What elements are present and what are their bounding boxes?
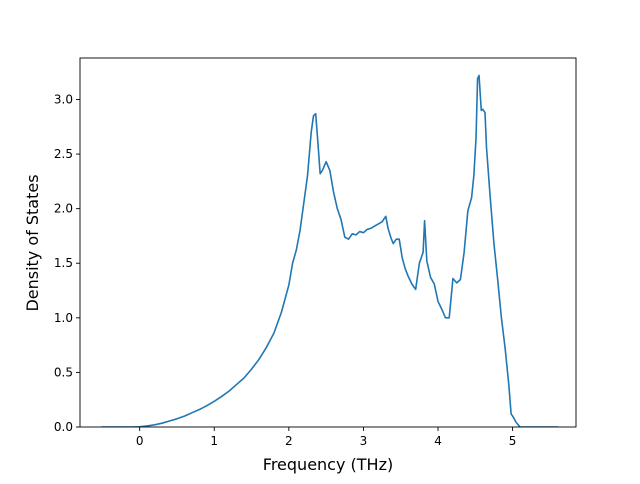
x-tick-label: 5 (509, 434, 517, 448)
y-tick-label: 0.5 (54, 365, 73, 379)
x-tick-label: 4 (434, 434, 442, 448)
plot-area (79, 57, 577, 428)
x-tick-label: 0 (136, 434, 144, 448)
x-axis-label: Frequency (THz) (263, 455, 393, 474)
y-tick-label: 0.0 (54, 420, 73, 434)
x-tick-label: 2 (285, 434, 293, 448)
y-tick-label: 2.5 (54, 147, 73, 161)
axes-frame (79, 57, 577, 428)
y-tick-label: 2.0 (54, 202, 73, 216)
x-tick-label: 1 (210, 434, 218, 448)
y-axis-label: Density of States (23, 174, 42, 311)
y-tick-label: 1.0 (54, 311, 73, 325)
x-tick-label: 3 (360, 434, 368, 448)
ticks: 0 1 2 3 4 5 0.0 0.5 1.0 1.5 2.0 2.5 3.0 (54, 92, 517, 448)
y-tick-label: 3.0 (54, 92, 73, 106)
y-tick-label: 1.5 (54, 256, 73, 270)
series-line-0 (101, 74, 559, 427)
